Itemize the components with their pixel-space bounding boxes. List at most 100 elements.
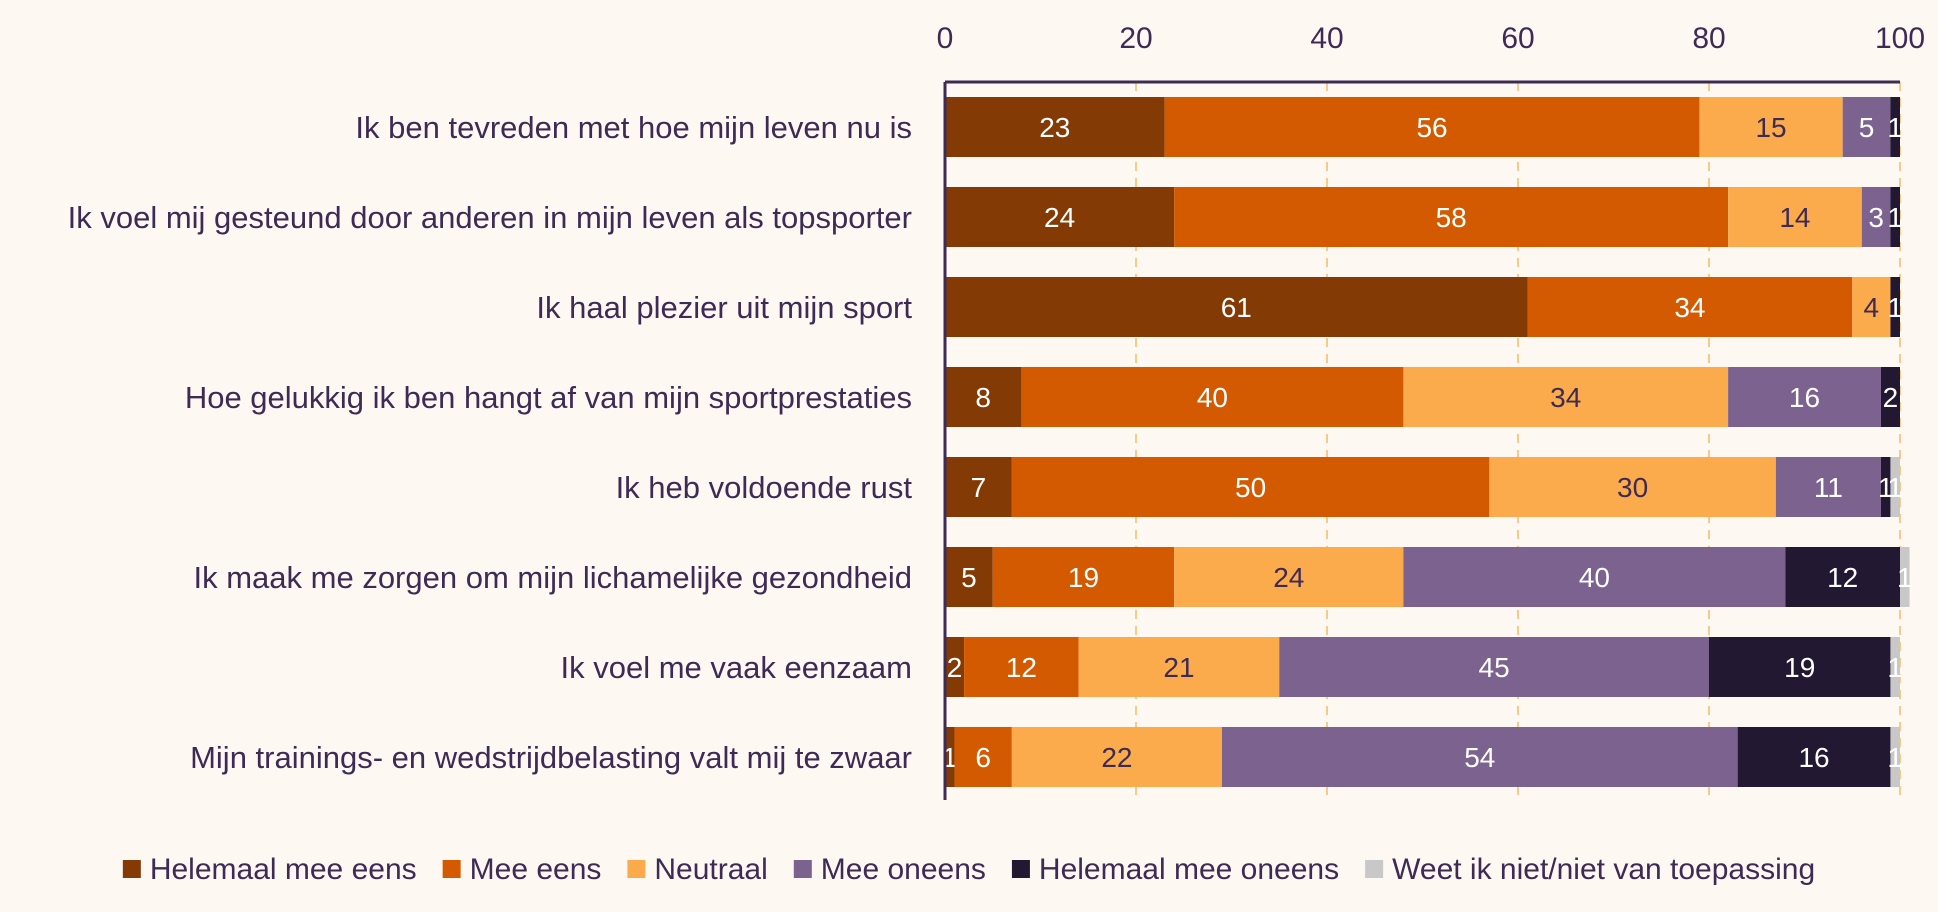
bar-segment <box>1221 727 1738 787</box>
data-label: 1 <box>1878 472 1894 503</box>
data-label: 5 <box>961 562 977 593</box>
data-label: 56 <box>1416 112 1447 143</box>
legend-swatch <box>442 860 461 878</box>
legend-label: Mee oneens <box>821 853 986 886</box>
data-label: 1 <box>1887 742 1903 773</box>
x-tick-label: 100 <box>1875 22 1925 55</box>
bar-segment <box>1728 367 1881 427</box>
bar-segment <box>945 727 955 787</box>
bar-segment <box>954 727 1012 787</box>
bar-segment <box>1861 187 1891 247</box>
bar-segment <box>1174 187 1729 247</box>
data-label: 4 <box>1864 292 1880 323</box>
bar-segment <box>945 367 1022 427</box>
bar-segment <box>1900 547 1910 607</box>
category-label: Mijn trainings- en wedstrijdbelasting va… <box>190 740 912 775</box>
bar-segment <box>1709 637 1891 697</box>
bar-segment <box>1021 367 1404 427</box>
legend-label: Weet ik niet/niet van toepassing <box>1392 853 1815 886</box>
bar-segment <box>945 457 1012 517</box>
bar-segment <box>1880 457 1891 517</box>
data-label: 12 <box>1827 562 1858 593</box>
legend-swatch <box>122 860 141 878</box>
bar-segment <box>1164 97 1700 157</box>
bar-segment <box>1890 187 1900 247</box>
legend-swatch <box>627 860 646 878</box>
bar-segment <box>1737 727 1891 787</box>
bar-segment <box>964 637 1079 697</box>
bar-segment <box>1842 97 1891 157</box>
category-label: Ik haal plezier uit mijn sport <box>536 290 912 325</box>
bar-segment <box>1890 277 1900 337</box>
data-label: 21 <box>1163 652 1194 683</box>
bar-segment <box>945 547 993 607</box>
bar-segment <box>1011 457 1490 517</box>
bar-segment <box>1078 637 1280 697</box>
category-label: Ik maak me zorgen om mijn lichamelijke g… <box>194 560 913 595</box>
bars: 23 56 15 5 124 58 14 3 161 34 4 18 40 34 16 27 50 30 11 115… <box>942 97 1913 787</box>
data-label: 19 <box>1784 652 1815 683</box>
bar-segment <box>1527 277 1853 337</box>
category-label: Ik ben tevreden met hoe mijn leven nu is <box>355 110 912 145</box>
data-label: 3 <box>1868 202 1884 233</box>
data-label: 11 <box>1814 472 1843 503</box>
data-label: 6 <box>975 742 991 773</box>
data-label: 22 <box>1101 742 1132 773</box>
legend-label: Mee eens <box>470 853 602 886</box>
bar-segment <box>1011 727 1222 787</box>
x-axis-ticks: 0 20 40 60 80 100 <box>937 22 1925 55</box>
data-label: 24 <box>1273 562 1304 593</box>
legend-swatch <box>1011 860 1030 878</box>
category-label: Hoe gelukkig ik ben hangt af van mijn sp… <box>185 380 912 415</box>
data-label: 50 <box>1235 472 1266 503</box>
x-tick-label: 20 <box>1119 22 1152 55</box>
legend-label: Neutraal <box>654 853 767 886</box>
category-label: Ik heb voldoende rust <box>616 470 913 505</box>
legend: Helemaal mee eens Mee eens Neutraal Mee one… <box>122 853 1815 886</box>
bar-segment <box>1489 457 1776 517</box>
legend-label: Helemaal mee eens <box>150 853 417 886</box>
data-label: 7 <box>971 472 987 503</box>
data-label: 1 <box>1897 562 1913 593</box>
data-label: 1 <box>1887 292 1903 323</box>
bar-segment <box>1890 457 1900 517</box>
data-label: 1 <box>1887 472 1903 503</box>
bar-segment <box>1174 547 1404 607</box>
x-tick-label: 40 <box>1310 22 1343 55</box>
data-label: 2 <box>1883 382 1899 413</box>
data-label: 40 <box>1197 382 1228 413</box>
bar-segment <box>992 547 1175 607</box>
bar-segment <box>945 277 1528 337</box>
data-label: 8 <box>975 382 991 413</box>
data-label: 30 <box>1617 472 1648 503</box>
x-tick-label: 80 <box>1692 22 1725 55</box>
data-label: 24 <box>1044 202 1075 233</box>
data-label: 14 <box>1779 202 1810 233</box>
data-label: 19 <box>1068 562 1099 593</box>
data-label: 34 <box>1550 382 1581 413</box>
data-label: 58 <box>1436 202 1467 233</box>
data-label: 45 <box>1479 652 1510 683</box>
data-label: 16 <box>1798 742 1829 773</box>
bar-segment <box>945 97 1165 157</box>
bar-segment <box>1279 637 1709 697</box>
bar-segment <box>1699 97 1843 157</box>
data-label: 34 <box>1674 292 1705 323</box>
legend-label: Helemaal mee oneens <box>1039 853 1339 886</box>
bar-segment <box>1403 547 1786 607</box>
data-label: 23 <box>1039 112 1070 143</box>
data-label: 2 <box>947 652 963 683</box>
bar-segment <box>1890 637 1900 697</box>
category-labels: Ik ben tevreden met hoe mijn leven nu is… <box>68 110 913 775</box>
bar-segment <box>1775 457 1881 517</box>
data-label: 16 <box>1789 382 1820 413</box>
bar-segment <box>1890 727 1900 787</box>
data-label: 1 <box>1887 112 1903 143</box>
legend-swatch <box>793 860 812 878</box>
data-label: 5 <box>1859 112 1875 143</box>
data-label: 12 <box>1006 652 1037 683</box>
legend-swatch <box>1365 860 1384 878</box>
category-label: Ik voel me vaak eenzaam <box>560 650 912 685</box>
bar-segment <box>1728 187 1862 247</box>
